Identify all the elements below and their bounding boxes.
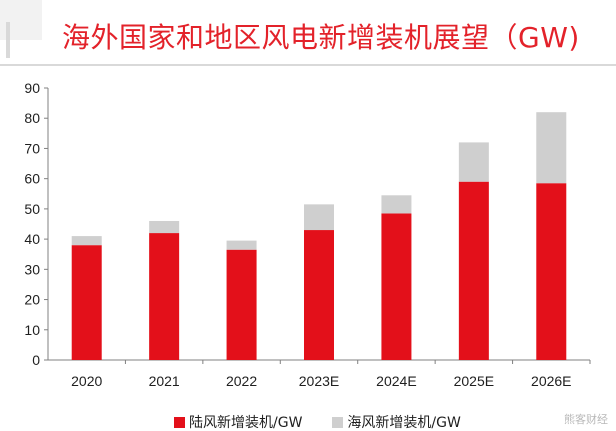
- bar-offshore: [381, 195, 412, 214]
- legend-label-onshore: 陆风新增装机/GW: [189, 415, 303, 431]
- y-tick-label: 20: [24, 292, 40, 308]
- bar-offshore: [458, 142, 489, 182]
- y-tick-label: 80: [24, 110, 40, 126]
- y-tick-label: 40: [24, 231, 40, 247]
- title-accent-bar: [6, 22, 10, 58]
- title-divider: [0, 64, 616, 66]
- x-tick-label: 2021: [149, 373, 180, 389]
- y-tick-label: 50: [24, 201, 40, 217]
- x-tick-label: 2022: [226, 373, 257, 389]
- bar-onshore: [71, 245, 102, 360]
- bar-offshore: [304, 204, 334, 231]
- chart-title: 海外国家和地区风电新增装机展望（GW): [62, 21, 580, 54]
- bar-onshore: [381, 213, 412, 360]
- legend-item-onshore: 陆风新增装机/GW: [174, 412, 302, 431]
- y-tick-label: 30: [24, 261, 40, 277]
- x-tick-label: 2023E: [299, 373, 339, 389]
- y-tick-label: 90: [24, 80, 40, 96]
- legend-label-offshore: 海风新增装机/GW: [347, 415, 461, 431]
- x-tick-label: 2024E: [376, 373, 416, 389]
- legend-swatch-onshore: [174, 416, 185, 428]
- y-tick-label: 60: [24, 171, 40, 187]
- chart-legend: 陆风新增装机/GW 海风新增装机/GW: [174, 412, 461, 431]
- bar-offshore: [536, 112, 567, 184]
- x-tick-label: 2020: [71, 373, 102, 389]
- bar-offshore: [71, 236, 102, 246]
- bar-onshore: [226, 249, 257, 360]
- x-tick-label: 2026E: [531, 373, 571, 389]
- watermark-text: 熊客财经: [564, 413, 608, 426]
- bar-onshore: [304, 230, 334, 360]
- legend-item-offshore: 海风新增装机/GW: [332, 412, 461, 431]
- bar-onshore: [536, 183, 567, 360]
- bar-onshore: [458, 181, 489, 360]
- bar-offshore: [226, 240, 257, 250]
- legend-swatch-offshore: [332, 416, 344, 428]
- bar-offshore: [149, 220, 180, 234]
- y-tick-label: 0: [32, 352, 40, 368]
- y-tick-label: 10: [24, 322, 40, 338]
- x-tick-label: 2025E: [454, 373, 494, 389]
- y-tick-label: 70: [24, 140, 40, 156]
- bar-onshore: [149, 233, 180, 360]
